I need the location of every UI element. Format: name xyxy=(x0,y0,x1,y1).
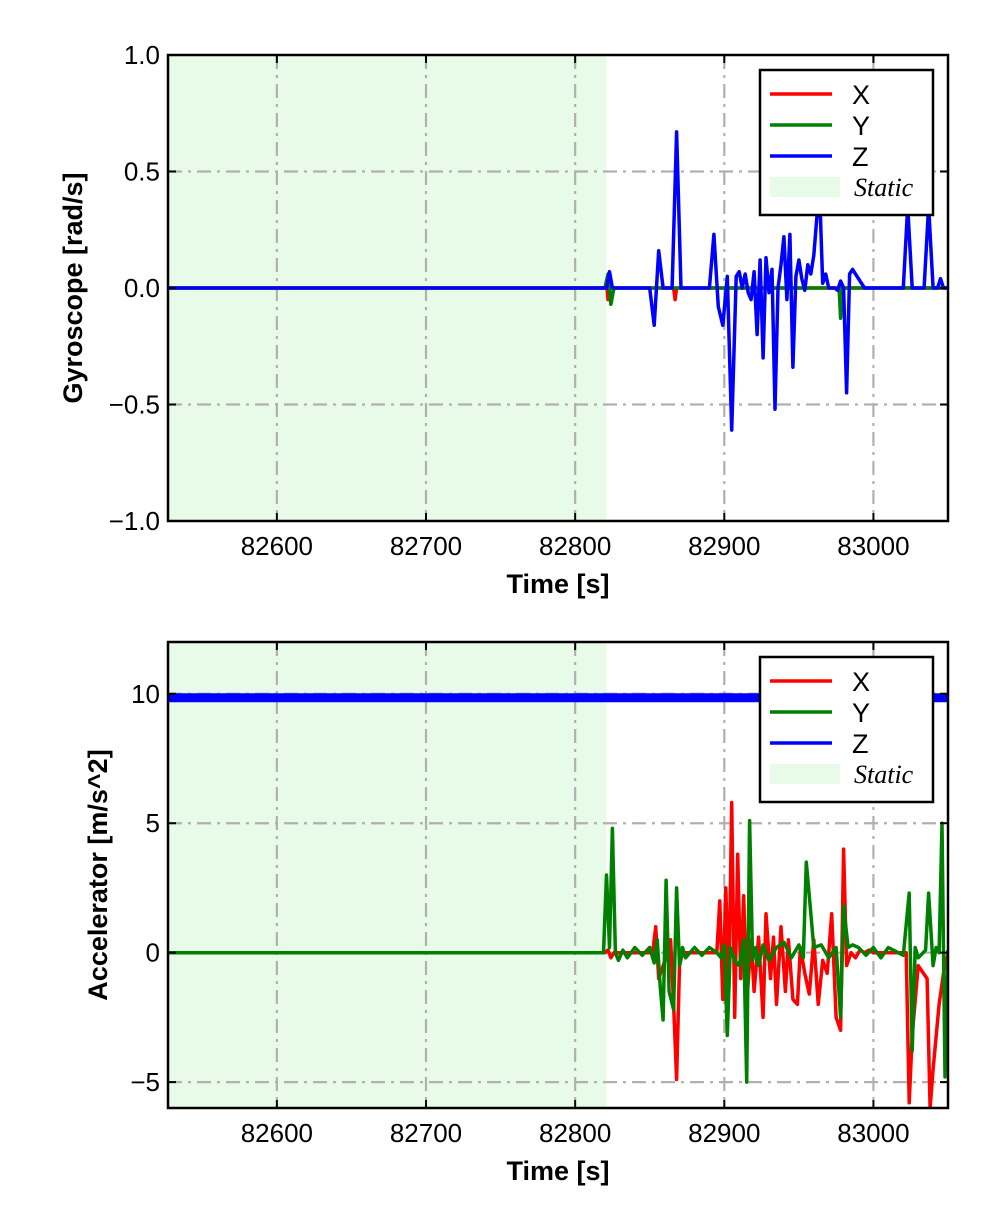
x-tick-label: 82900 xyxy=(688,1118,760,1148)
plot-area xyxy=(168,130,948,432)
x-tick-label: 82700 xyxy=(390,531,462,561)
x-tick-label: 82600 xyxy=(241,531,313,561)
chart-panel-2: 82600 82700 82800 82900 83000 −5 0 5 10 Time [s] A… xyxy=(83,640,950,1186)
y-tick-label: 0.5 xyxy=(124,157,160,187)
legend-label-y: Y xyxy=(852,111,870,141)
y-tick-label: 1.0 xyxy=(124,40,160,70)
series-line-y xyxy=(168,818,948,1084)
x-tick-label: 82900 xyxy=(688,531,760,561)
series-line-z xyxy=(168,130,948,432)
x-tick-label: 82800 xyxy=(539,1118,611,1148)
x-tick-label: 82800 xyxy=(539,531,611,561)
chart-panel-1: 82600 82700 82800 82900 83000 −1.0 −0.5 0.0 0.5 1… xyxy=(58,40,950,599)
y-tick-label: 0 xyxy=(146,938,160,968)
axes-frame xyxy=(166,640,950,1110)
legend-label-static: Static xyxy=(854,173,914,202)
legend-swatch-static xyxy=(770,764,840,784)
x-tick-label: 83000 xyxy=(837,531,909,561)
legend-label-static: Static xyxy=(854,760,914,789)
legend-swatch-static xyxy=(770,177,840,197)
x-axis-label: Time [s] xyxy=(506,569,609,599)
x-tick-label: 83000 xyxy=(837,1118,909,1148)
legend-label-x: X xyxy=(852,80,870,110)
legend-label-z: Z xyxy=(852,729,869,759)
x-tick-label: 82600 xyxy=(241,1118,313,1148)
y-tick-label: 5 xyxy=(146,808,160,838)
y-axis-label: Gyroscope [rad/s] xyxy=(58,172,88,403)
y-axis-label: Accelerator [m/s^2] xyxy=(83,749,113,1000)
legend-label-x: X xyxy=(852,667,870,697)
y-tick-label: −1.0 xyxy=(109,506,160,536)
y-tick-label: 10 xyxy=(131,679,160,709)
y-tick-label: −0.5 xyxy=(109,390,160,420)
x-tick-label: 82700 xyxy=(390,1118,462,1148)
legend-label-y: Y xyxy=(852,698,870,728)
y-tick-label: −5 xyxy=(130,1067,160,1097)
y-tick-label: 0.0 xyxy=(124,273,160,303)
static-region xyxy=(168,642,607,1108)
legend-label-z: Z xyxy=(852,142,869,172)
x-axis-label: Time [s] xyxy=(506,1156,609,1186)
